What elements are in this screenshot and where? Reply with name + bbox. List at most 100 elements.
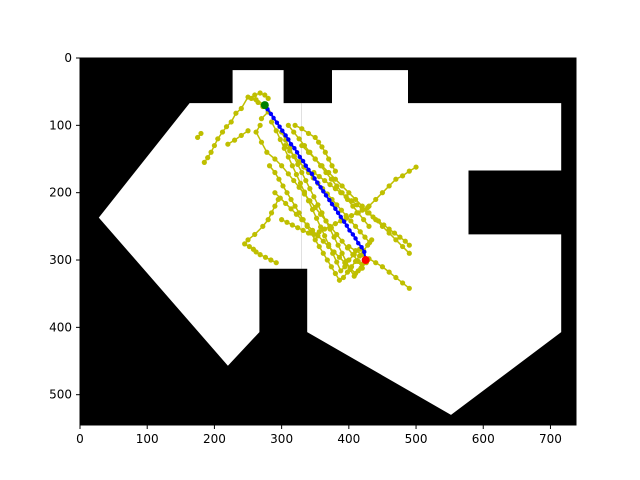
tree-node (393, 237, 399, 243)
tree-node (309, 206, 316, 213)
tree-node (272, 203, 278, 209)
tree-node (268, 210, 275, 216)
tree-node (301, 189, 308, 195)
tree-node (296, 136, 302, 142)
tree-node (282, 142, 288, 149)
path-point (359, 245, 364, 250)
tree-node (336, 277, 343, 283)
tree-node (326, 156, 332, 162)
tree-node (342, 264, 348, 270)
tree-node (223, 124, 230, 130)
tree-node (273, 128, 279, 134)
tree-node (359, 206, 365, 212)
tree-node (265, 217, 271, 223)
tree-node (279, 217, 285, 223)
y-axis-ticks: 0 100 200 300 400 500 (49, 51, 80, 402)
tree-node (352, 258, 359, 264)
tree-node (397, 234, 403, 240)
tree-node (336, 254, 343, 260)
tree-node (257, 122, 263, 128)
tree-node (332, 186, 338, 192)
path-point (338, 214, 343, 220)
tree-node (326, 169, 332, 176)
tree-node (356, 253, 363, 259)
tree-node (367, 239, 373, 246)
tree-node (215, 136, 221, 142)
tree-node (295, 225, 301, 231)
tree-node (338, 207, 345, 213)
tree-node (276, 176, 282, 182)
tree-node (402, 238, 408, 244)
path-point (283, 133, 288, 138)
tree-node (285, 171, 291, 177)
x-tick-label: 0 (76, 432, 84, 446)
tree-node (299, 142, 305, 149)
tree-node (331, 249, 337, 255)
tree-node (253, 129, 259, 135)
free-space-right-region (301, 70, 562, 415)
path-point (362, 249, 367, 255)
tree-node (361, 217, 367, 223)
y-tick-label: 500 (49, 388, 72, 402)
tree-node (305, 130, 312, 137)
tree-node (340, 274, 347, 281)
path-point (353, 236, 358, 241)
x-tick-label: 200 (203, 432, 226, 446)
tree-node (365, 210, 371, 216)
tree-node (346, 257, 352, 263)
path-point (297, 154, 302, 160)
tree-node (264, 149, 270, 155)
x-tick-label: 700 (539, 432, 562, 446)
tree-node (257, 90, 263, 96)
tree-node (293, 211, 300, 217)
tree-node (245, 128, 251, 134)
path-point (341, 219, 347, 224)
tree-node (225, 141, 231, 147)
tree-node (326, 243, 332, 250)
path-point (300, 158, 306, 164)
tree-node (198, 130, 204, 137)
tree-node (344, 269, 351, 275)
tree-node (289, 222, 295, 228)
tree-node (313, 215, 320, 221)
x-tick-label: 400 (337, 432, 360, 446)
tree-node (322, 149, 328, 155)
path-point (333, 206, 338, 212)
tree-node (246, 243, 252, 250)
tree-node (283, 200, 289, 207)
tree-node (354, 202, 360, 208)
tree-node (318, 224, 324, 230)
tree-node (406, 285, 412, 291)
path-point (350, 232, 356, 237)
path-point (288, 141, 294, 147)
tree-node (319, 210, 325, 216)
path-point (268, 111, 274, 117)
tree-node (406, 242, 412, 248)
tree-node (311, 231, 317, 238)
tree-node (373, 260, 379, 266)
x-tick-label: 100 (136, 432, 159, 446)
path-point (271, 115, 276, 121)
tree-node (266, 163, 273, 169)
tree-node (346, 190, 352, 196)
path-point (306, 167, 311, 172)
tree-node (291, 177, 297, 184)
tree-node (211, 142, 218, 149)
path-point (294, 150, 300, 155)
tree-node (339, 250, 345, 256)
tree-node (322, 226, 328, 232)
tree-node (299, 126, 305, 132)
tree-node (346, 243, 352, 250)
axes-border (79, 57, 577, 426)
tree-node (319, 144, 325, 150)
path-point (321, 189, 326, 194)
tree-node (315, 139, 322, 145)
tree-node (342, 260, 348, 266)
tree-node (275, 196, 281, 203)
y-tick-label: 300 (49, 253, 72, 267)
tree-node (231, 137, 238, 143)
tree-node (400, 243, 406, 250)
tree-node (291, 153, 297, 159)
tree-node (292, 122, 298, 128)
tree-node (312, 156, 318, 162)
